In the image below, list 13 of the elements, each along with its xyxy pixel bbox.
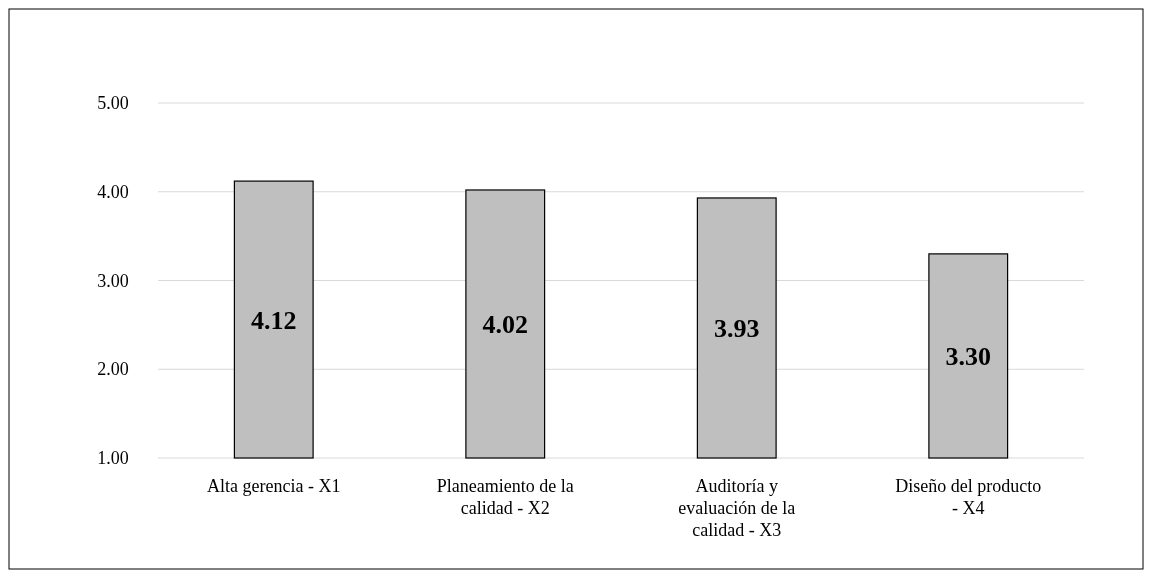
y-tick-label: 4.00 <box>97 181 129 202</box>
y-tick-label: 5.00 <box>97 93 129 113</box>
x-tick-label: Planeamiento de la calidad - X2 <box>436 476 574 518</box>
x-tick-label: Auditoría y evaluación de la calidad - X3 <box>678 476 796 540</box>
x-tick-label: Alta gerencia - X1 <box>207 476 341 496</box>
data-label: 4.12 <box>251 305 297 335</box>
data-label: 3.93 <box>714 313 760 343</box>
data-label: 3.30 <box>945 341 991 371</box>
y-tick-label: 1.00 <box>97 448 129 468</box>
y-tick-label: 2.00 <box>97 359 129 380</box>
x-tick-label: Diseño del producto - X4 <box>895 476 1042 518</box>
data-label: 4.02 <box>482 309 528 339</box>
y-tick-label: 3.00 <box>97 270 129 291</box>
